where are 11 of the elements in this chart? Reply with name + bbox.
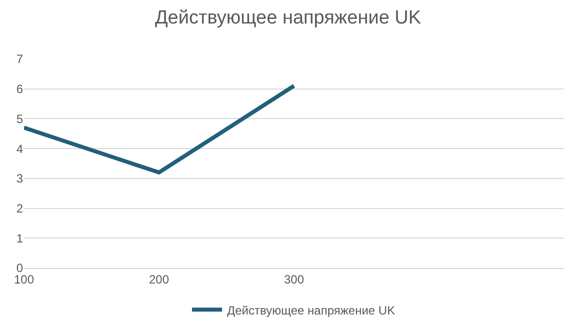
legend-label: Действующее напряжение UK bbox=[227, 303, 396, 318]
x-tick-label: 300 bbox=[284, 272, 304, 286]
y-tick-label: 2 bbox=[16, 201, 24, 216]
y-tick-label: 5 bbox=[16, 112, 24, 126]
y-tick-label: 4 bbox=[16, 142, 24, 156]
y-tick-label: 6 bbox=[16, 82, 24, 96]
y-tick-label: 7 bbox=[16, 52, 24, 66]
y-tick-label: 3 bbox=[16, 172, 24, 186]
chart-title: Действующее напряжение UK bbox=[154, 7, 422, 28]
y-tick-label: 1 bbox=[16, 231, 24, 246]
x-tick-label: 200 bbox=[148, 272, 170, 286]
